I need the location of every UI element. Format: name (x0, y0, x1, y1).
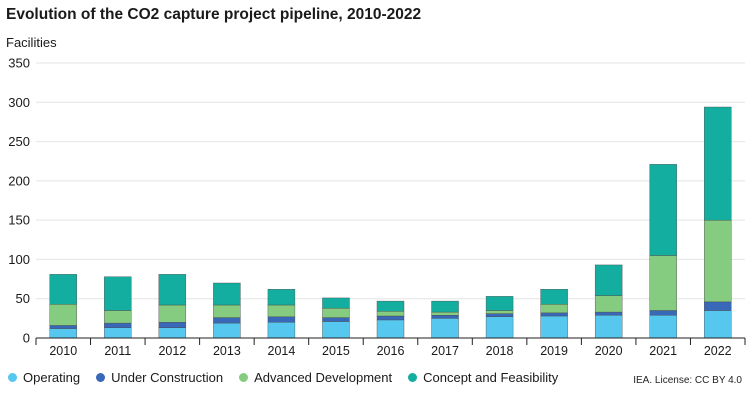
y-tick-label: 100 (8, 252, 30, 267)
x-tick-label: 2012 (158, 344, 186, 358)
bar-segment (49, 304, 77, 326)
bar-segment (158, 274, 187, 306)
bar-segment (649, 310, 677, 316)
grid-lines (36, 62, 745, 300)
bar-segment (104, 322, 132, 328)
bar-segment (704, 219, 732, 303)
bar-segment (485, 313, 514, 317)
x-tick-label: 2016 (377, 344, 405, 358)
bar-segment (104, 310, 132, 324)
bar-segment (540, 315, 568, 339)
bar-segment (649, 164, 677, 256)
bar-segment (431, 311, 459, 316)
legend-item: Advanced Development (239, 370, 392, 385)
y-tick-label: 0 (23, 331, 30, 346)
y-tick-label: 50 (16, 291, 30, 306)
bar-segment (104, 327, 132, 339)
bar-segment (322, 317, 350, 322)
x-tick-label: 2020 (595, 344, 623, 358)
legend-item: Operating (8, 370, 80, 385)
bar-segment (594, 311, 623, 316)
bar-segment (431, 300, 459, 313)
bar-segment (49, 325, 77, 329)
y-tick-label: 300 (8, 95, 30, 110)
bar-segment (322, 307, 350, 318)
y-tick-label: 200 (8, 173, 30, 188)
legend-label: Advanced Development (254, 370, 393, 385)
x-tick-label: 2017 (431, 344, 459, 358)
bar-segment (540, 304, 568, 314)
x-tick-label: 2011 (104, 344, 131, 358)
bar-segment (267, 316, 296, 323)
chart-title: Evolution of the CO2 capture project pip… (6, 6, 422, 23)
bar-segment (649, 255, 677, 311)
x-tick-label: 2019 (540, 344, 568, 358)
bar-segment (485, 296, 514, 311)
bar-segment (704, 106, 732, 221)
bars (49, 106, 732, 339)
bar-segment (485, 316, 514, 339)
bar-segment (431, 318, 459, 339)
bar-segment (49, 274, 77, 305)
bar-segment (158, 327, 187, 339)
bar-segment (649, 315, 677, 339)
y-axis-ticks: 0 50 100 150 200 250 300 350 (8, 56, 30, 346)
legend-label: Concept and Feasibility (423, 370, 559, 385)
bar-segment (322, 321, 350, 339)
x-tick-label: 2014 (268, 344, 296, 358)
legend-label: Under Construction (111, 370, 224, 385)
bar-segment (213, 304, 241, 318)
bar-segment (376, 315, 405, 321)
bar-segment (158, 322, 187, 328)
legend-label: Operating (23, 370, 81, 385)
legend-swatch (239, 373, 249, 382)
x-tick-label: 2021 (649, 344, 677, 358)
x-tick-label: 2022 (704, 344, 732, 358)
y-tick-label: 350 (8, 56, 30, 71)
bar-segment (485, 310, 514, 314)
bar-segment (594, 315, 623, 339)
bar-segment (104, 276, 132, 311)
bar-segment (704, 301, 732, 311)
legend-item: Concept and Feasibility (408, 370, 558, 385)
bar-segment (267, 304, 296, 317)
x-axis: 2010 2011 2012 2013 2014 2015 2016 2017 2018 2019… (35, 337, 746, 358)
x-tick-label: 2010 (49, 344, 77, 358)
bar-segment (376, 300, 405, 312)
source-note: IEA. License: CC BY 4.0 (633, 375, 742, 386)
bar-segment (213, 317, 241, 324)
x-tick-label: 2018 (486, 344, 514, 358)
bar-segment (704, 310, 732, 339)
y-tick-label: 250 (8, 134, 30, 149)
bar-segment (213, 322, 241, 339)
bar-segment (431, 315, 459, 319)
x-tick-label: 2013 (213, 344, 241, 358)
legend-swatch (8, 373, 17, 382)
bar-segment (49, 328, 77, 339)
x-tick-label: 2015 (322, 344, 350, 358)
bar-segment (594, 264, 623, 296)
bar-segment (540, 312, 568, 317)
bar-segment (267, 322, 296, 339)
bar-segment (322, 297, 350, 309)
bar-segment (376, 311, 405, 317)
bar-segment (594, 295, 623, 313)
bar-segment (267, 289, 296, 306)
legend-swatch (408, 373, 418, 382)
bar-segment (540, 289, 568, 305)
bar-segment (213, 282, 241, 306)
y-tick-label: 150 (8, 213, 30, 228)
bar-segment (376, 319, 405, 339)
legend-item: Under Construction (96, 370, 223, 385)
legend: Operating Under Construction Advanced Deve… (8, 370, 558, 385)
y-axis-label: Facilities (6, 35, 57, 50)
bar-segment (158, 304, 187, 323)
legend-swatch (96, 373, 106, 382)
